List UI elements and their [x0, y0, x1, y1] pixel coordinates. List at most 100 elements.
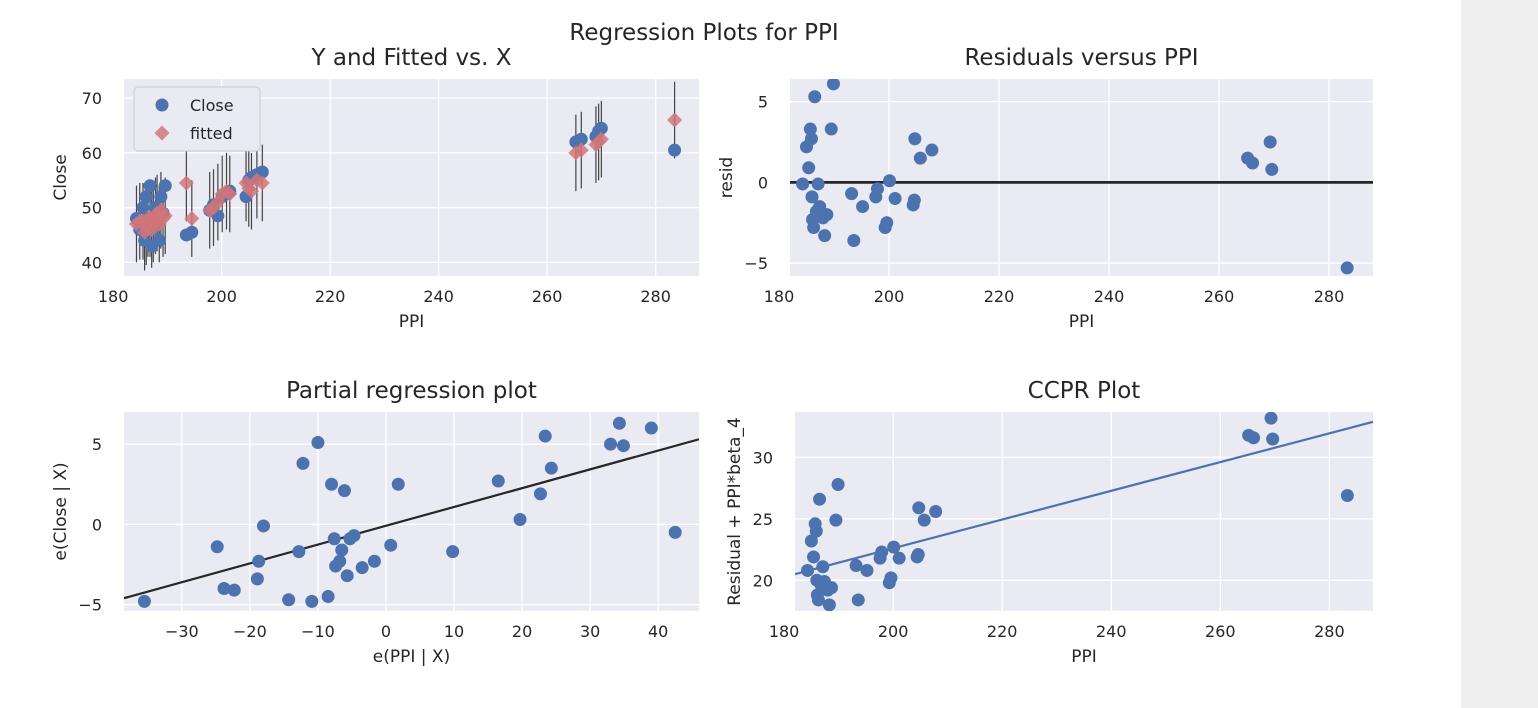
- subplot-title: Residuals versus PPI: [964, 45, 1198, 71]
- legend-label-close: Close: [190, 96, 234, 115]
- data-point: [917, 513, 931, 527]
- x-tick-label: 10: [444, 622, 464, 641]
- data-point: [1263, 135, 1277, 149]
- close-point: [143, 179, 157, 193]
- data-point: [1340, 489, 1354, 503]
- x-tick-label: 280: [1314, 622, 1345, 641]
- fitted-point: [254, 175, 270, 191]
- subplot-title: Partial regression plot: [286, 378, 537, 404]
- x-tick-label: 200: [874, 287, 905, 306]
- data-point: [880, 216, 894, 230]
- data-point: [355, 561, 369, 575]
- x-axis-label: e(PPI | X): [373, 647, 450, 667]
- plot-area: [124, 416, 699, 608]
- data-point: [912, 501, 926, 515]
- data-point: [807, 221, 821, 235]
- data-point: [604, 437, 618, 451]
- y-axis-label: resid: [717, 157, 737, 198]
- data-point: [311, 435, 325, 449]
- plot-background: [124, 412, 699, 611]
- subplot-title: Y and Fitted vs. X: [311, 45, 512, 71]
- fitted-point: [184, 211, 200, 227]
- data-point: [907, 193, 921, 207]
- data-point: [809, 524, 823, 538]
- data-point: [929, 505, 943, 518]
- x-tick-label: 240: [423, 287, 454, 306]
- data-point: [807, 550, 821, 564]
- plot-background: [795, 412, 1373, 611]
- y-axis-label: Close: [51, 154, 71, 200]
- plot-area: [128, 81, 683, 271]
- x-tick-label: 180: [764, 287, 795, 306]
- x-tick-label: 260: [1205, 622, 1236, 641]
- data-point: [888, 191, 902, 205]
- data-point: [804, 534, 818, 548]
- close-point: [136, 201, 150, 215]
- x-tick-label: 260: [532, 287, 563, 306]
- legend-marker-fitted: [154, 125, 170, 141]
- data-point: [1340, 261, 1354, 275]
- data-point: [911, 547, 925, 561]
- fitted-point: [243, 183, 259, 199]
- data-point: [801, 563, 815, 577]
- data-point: [305, 594, 319, 608]
- data-point: [802, 161, 816, 175]
- data-point: [137, 594, 151, 608]
- y-tick-label: 50: [82, 199, 102, 218]
- data-point: [533, 487, 547, 501]
- data-point: [296, 456, 310, 470]
- data-point: [829, 513, 843, 527]
- fit-line: [124, 438, 699, 600]
- x-tick-label: 240: [1094, 287, 1125, 306]
- data-point: [616, 439, 630, 453]
- data-point: [333, 554, 347, 568]
- data-point: [875, 545, 889, 559]
- plot-area: [795, 412, 1373, 611]
- x-tick-label: 220: [984, 287, 1015, 306]
- y-tick-label: 0: [92, 515, 102, 534]
- data-point: [325, 477, 339, 491]
- data-point: [805, 190, 819, 204]
- data-point: [292, 545, 306, 559]
- data-point: [820, 208, 834, 222]
- data-point: [347, 529, 361, 543]
- data-point: [446, 545, 460, 559]
- legend: Close fitted: [133, 86, 261, 152]
- x-tick-label: 0: [381, 622, 391, 641]
- data-point: [217, 582, 231, 596]
- x-tick-label: 240: [1096, 622, 1127, 641]
- x-tick-label: 200: [206, 287, 237, 306]
- data-point: [849, 559, 863, 573]
- x-tick-label: 260: [1204, 287, 1235, 306]
- y-tick-label: 40: [82, 253, 102, 272]
- data-point: [908, 132, 922, 146]
- data-point: [887, 540, 901, 554]
- x-tick-label: 20: [512, 622, 532, 641]
- data-point: [925, 143, 939, 157]
- x-tick-label: 200: [878, 622, 909, 641]
- y-tick-label: 25: [753, 510, 773, 529]
- data-point: [847, 233, 861, 247]
- x-tick-label: 220: [315, 287, 346, 306]
- data-point: [1265, 162, 1279, 176]
- x-tick-label: 30: [580, 622, 600, 641]
- fitted-point: [573, 142, 589, 158]
- subplot-p1: 180 200 220 240 260 280 40 50 60 70 Y and Fitted v…: [51, 45, 699, 332]
- data-point: [321, 590, 335, 604]
- data-point: [822, 598, 836, 611]
- subplot-p4: 180 200 220 240 260 280 20 25 30 CCPR Plot PPI Resi…: [725, 378, 1373, 667]
- x-axis-label: PPI: [399, 312, 425, 332]
- x-tick-label: 280: [1314, 287, 1345, 306]
- close-point: [668, 143, 682, 157]
- subplot-p3: −30 −20 −10 0 10 20 30 40 −5 0 5 Partial regression…: [51, 378, 699, 667]
- data-point: [845, 187, 859, 201]
- data-point: [210, 540, 224, 554]
- close-point: [185, 225, 199, 239]
- data-point: [227, 583, 241, 597]
- legend-label-fitted: fitted: [190, 124, 233, 143]
- x-tick-label: 180: [98, 287, 129, 306]
- data-point: [803, 122, 817, 136]
- data-point: [544, 461, 558, 475]
- data-point: [250, 572, 264, 586]
- data-point: [892, 551, 906, 565]
